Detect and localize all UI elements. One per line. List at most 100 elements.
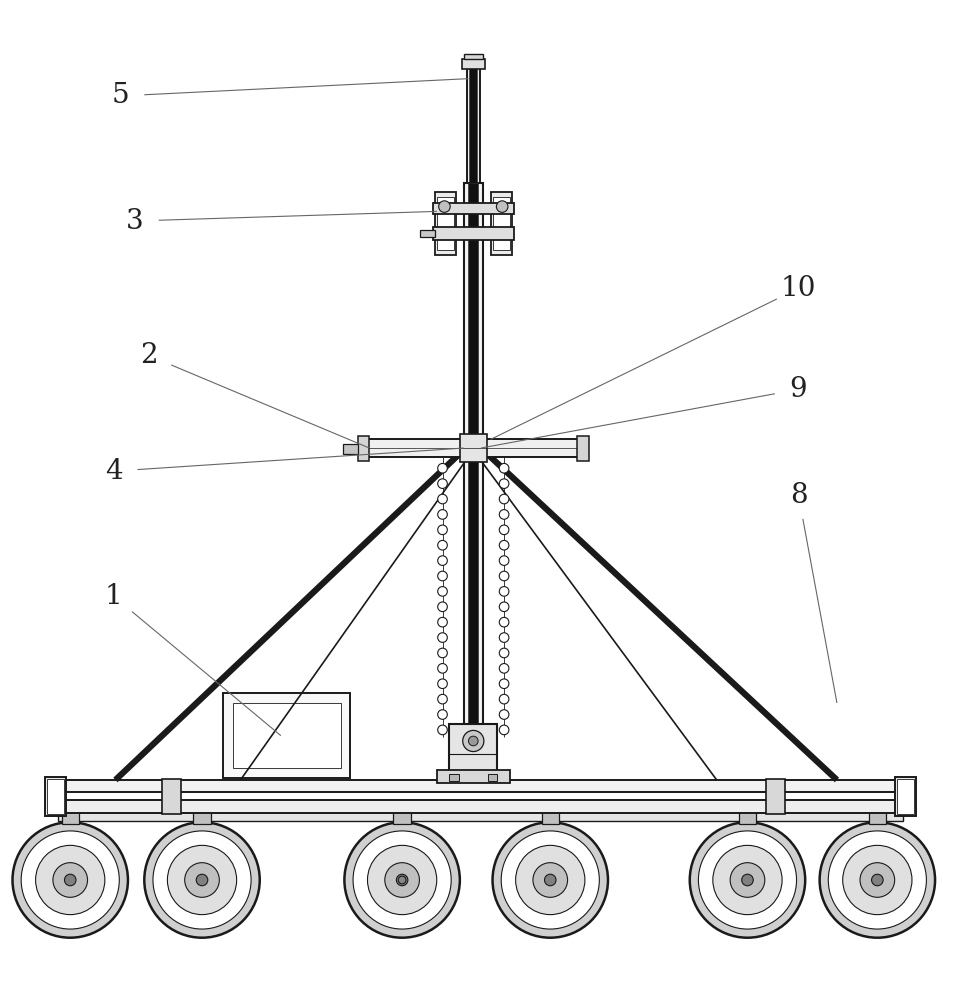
Circle shape: [729, 863, 764, 897]
Bar: [459, 434, 486, 462]
Circle shape: [859, 863, 894, 897]
Circle shape: [367, 845, 436, 915]
Bar: [432, 203, 513, 214]
Circle shape: [153, 831, 251, 929]
Circle shape: [499, 725, 508, 735]
Circle shape: [437, 617, 447, 627]
Bar: [432, 227, 513, 240]
Circle shape: [819, 822, 934, 938]
Circle shape: [532, 863, 567, 897]
Bar: [463, 183, 482, 780]
Circle shape: [437, 540, 447, 550]
Circle shape: [499, 633, 508, 642]
Bar: [62, 805, 79, 824]
Circle shape: [437, 679, 447, 689]
Circle shape: [499, 617, 508, 627]
Bar: [47, 779, 64, 814]
Bar: [58, 812, 902, 821]
Circle shape: [492, 822, 607, 938]
Circle shape: [437, 710, 447, 719]
Circle shape: [499, 479, 508, 488]
Bar: [461, 59, 484, 69]
Circle shape: [462, 730, 483, 752]
Circle shape: [437, 602, 447, 612]
Circle shape: [64, 874, 76, 886]
Circle shape: [437, 694, 447, 704]
Circle shape: [167, 845, 236, 915]
Bar: [894, 777, 915, 816]
Circle shape: [712, 845, 781, 915]
Circle shape: [468, 736, 478, 746]
Circle shape: [196, 874, 208, 886]
Bar: [436, 197, 454, 250]
Circle shape: [499, 510, 508, 519]
Bar: [45, 777, 66, 816]
Bar: [449, 724, 497, 772]
Circle shape: [144, 822, 259, 938]
Text: 2: 2: [140, 342, 158, 369]
Bar: [193, 805, 210, 824]
Circle shape: [437, 479, 447, 488]
Circle shape: [499, 556, 508, 565]
Bar: [765, 779, 784, 814]
Bar: [490, 192, 511, 255]
Circle shape: [499, 540, 508, 550]
Circle shape: [827, 831, 925, 929]
Text: 9: 9: [789, 376, 806, 403]
Bar: [449, 774, 458, 781]
Circle shape: [384, 863, 419, 897]
Bar: [357, 436, 369, 461]
Bar: [466, 59, 480, 183]
Circle shape: [36, 845, 105, 915]
Circle shape: [871, 874, 882, 886]
Circle shape: [544, 874, 555, 886]
Circle shape: [741, 874, 752, 886]
Circle shape: [499, 664, 508, 673]
Bar: [436, 770, 509, 783]
Circle shape: [437, 648, 447, 658]
Bar: [393, 805, 410, 824]
Circle shape: [437, 556, 447, 565]
Text: 4: 4: [105, 458, 122, 485]
Text: 1: 1: [105, 583, 122, 610]
Circle shape: [499, 494, 508, 504]
Bar: [420, 230, 434, 237]
Bar: [868, 805, 885, 824]
Circle shape: [499, 694, 508, 704]
Circle shape: [499, 525, 508, 535]
Circle shape: [396, 874, 407, 886]
Circle shape: [499, 710, 508, 719]
Circle shape: [515, 845, 584, 915]
Circle shape: [499, 602, 508, 612]
Circle shape: [689, 822, 804, 938]
Bar: [487, 774, 497, 781]
Circle shape: [185, 863, 219, 897]
Circle shape: [499, 587, 508, 596]
Bar: [468, 183, 478, 780]
Bar: [434, 192, 456, 255]
Bar: [50, 800, 910, 813]
Text: 3: 3: [126, 208, 143, 235]
Circle shape: [496, 201, 507, 212]
Text: 8: 8: [789, 482, 806, 509]
Circle shape: [698, 831, 796, 929]
Circle shape: [21, 831, 119, 929]
Circle shape: [398, 876, 406, 884]
Circle shape: [501, 831, 599, 929]
Bar: [343, 444, 357, 454]
Bar: [367, 439, 579, 457]
Bar: [577, 436, 588, 461]
Circle shape: [437, 525, 447, 535]
Bar: [492, 197, 509, 250]
Bar: [896, 779, 913, 814]
Circle shape: [499, 463, 508, 473]
Circle shape: [437, 494, 447, 504]
Circle shape: [499, 648, 508, 658]
Bar: [463, 54, 482, 59]
Circle shape: [437, 633, 447, 642]
Circle shape: [499, 679, 508, 689]
Bar: [161, 779, 181, 814]
Bar: [223, 693, 350, 778]
Bar: [738, 805, 755, 824]
Circle shape: [438, 201, 450, 212]
